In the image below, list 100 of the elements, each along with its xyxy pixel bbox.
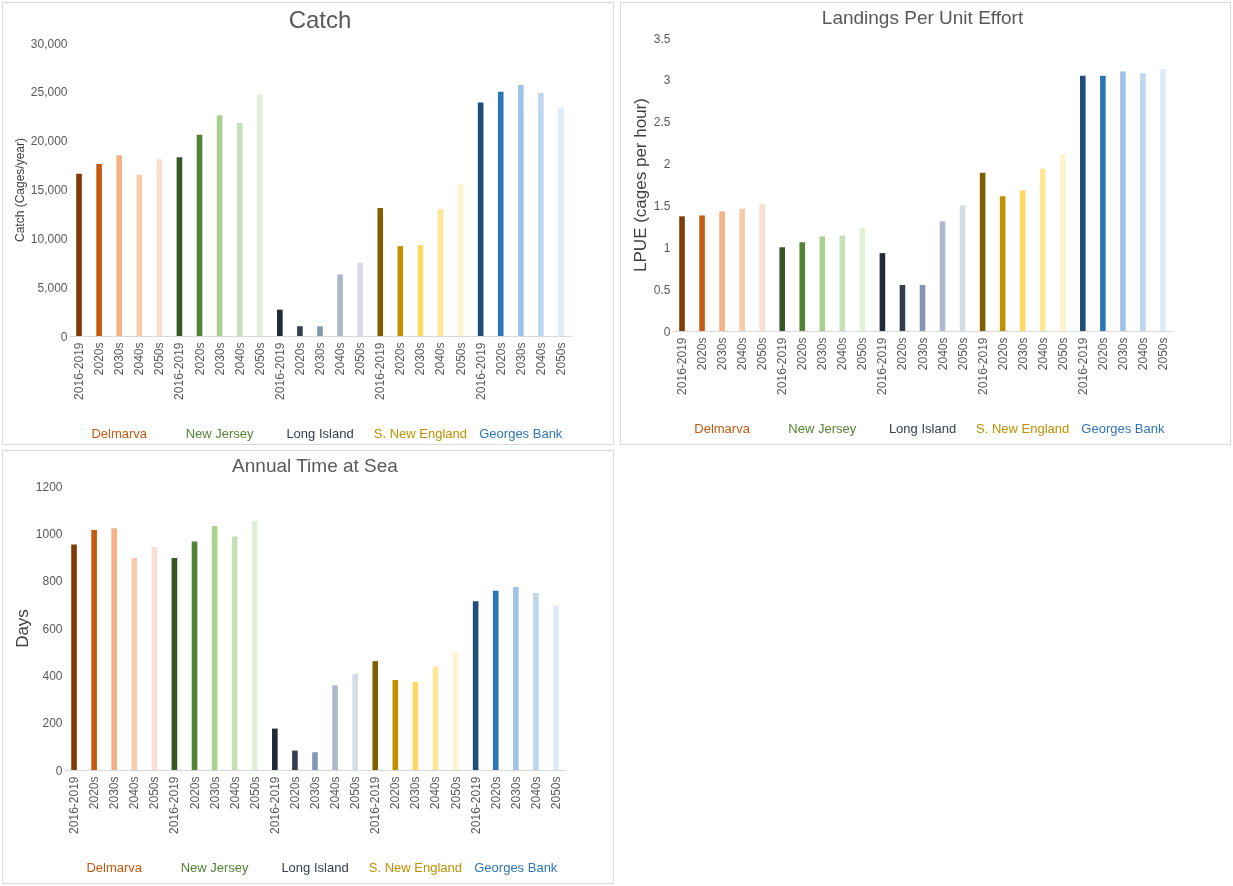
x-tick-label: 2040s	[1135, 337, 1150, 371]
x-tick-label: 2016-2019	[67, 776, 82, 834]
bar	[277, 309, 283, 336]
bar	[337, 274, 343, 336]
x-tick-label: 2030s	[513, 342, 528, 376]
x-tick-label: 2040s	[227, 776, 242, 810]
x-tick-label: 2040s	[232, 342, 247, 376]
bar	[719, 211, 725, 331]
bar	[553, 605, 559, 770]
x-tick-label: 2016-2019	[675, 337, 690, 395]
y-tick-label: 600	[42, 621, 63, 636]
bar	[1080, 75, 1086, 331]
text: Georges Bank	[1081, 421, 1165, 436]
bar	[558, 107, 564, 336]
y-tick-label: 1200	[35, 479, 63, 494]
x-tick-label: 2030s	[107, 776, 122, 810]
bar	[272, 728, 278, 770]
bar	[1140, 73, 1146, 331]
x-tick-label: 2030s	[1115, 337, 1130, 371]
x-tick-label: 2016-2019	[975, 337, 990, 395]
x-tick-label: 2020s	[488, 776, 503, 810]
x-tick-label: 2030s	[815, 337, 830, 371]
bar	[517, 85, 524, 336]
x-tick-label: 2030s	[308, 776, 322, 810]
x-tick-label: 2040s	[935, 337, 950, 371]
x-tick-label: 2016-2019	[875, 337, 890, 395]
bar	[538, 92, 544, 336]
bar	[1059, 154, 1066, 331]
text: New Jersey	[185, 426, 255, 441]
x-tick-label: 2040s	[835, 337, 850, 371]
y-tick-label: 1000	[35, 526, 63, 541]
chart-title: Landings Per Unit Effort	[821, 7, 1024, 28]
bar	[1120, 71, 1126, 331]
bar	[251, 520, 258, 770]
x-tick-label: 2050s	[247, 776, 262, 810]
x-tick-label: 2050s	[553, 342, 568, 376]
bar	[1160, 68, 1166, 331]
x-tick-label: 2020s	[493, 342, 508, 376]
x-tick-label: 2020s	[1095, 337, 1110, 371]
y-tick-label: 0	[663, 324, 671, 339]
x-tick-label: 2020s	[187, 776, 202, 810]
bar	[76, 173, 82, 336]
x-tick-label: 2030s	[313, 342, 327, 376]
bar	[1100, 75, 1106, 331]
bar	[819, 236, 826, 331]
bar	[679, 216, 685, 331]
x-tick-label: 2016-2019	[172, 342, 187, 400]
y-tick-label: 3.5	[653, 31, 671, 46]
x-tick-label: 2016-2019	[267, 776, 282, 834]
bar	[512, 587, 519, 770]
text: Delmarva	[86, 860, 143, 875]
x-tick-label: 2040s	[533, 342, 548, 376]
y-tick-label: 10,000	[30, 231, 68, 246]
x-tick-label: 2016-2019	[775, 337, 790, 395]
y-tick-label: 25,000	[30, 85, 68, 100]
x-tick-label: 2050s	[548, 776, 563, 810]
x-tick-label: 2030s	[112, 342, 127, 376]
x-tick-label: 2016-2019	[1075, 337, 1090, 395]
x-tick-label: 2020s	[895, 337, 910, 371]
y-tick-label: 5,000	[37, 280, 68, 295]
bar	[377, 208, 384, 336]
bar	[312, 752, 318, 770]
x-tick-label: 2040s	[132, 342, 147, 376]
chart-title: Catch	[288, 6, 352, 33]
text: S. New England	[368, 860, 463, 875]
x-tick-label: 2020s	[192, 342, 207, 376]
x-tick-label: 2040s	[528, 776, 543, 810]
x-tick-label: 2030s	[1015, 337, 1030, 371]
x-tick-label: 2050s	[252, 342, 267, 376]
y-tick-label: 0.5	[653, 282, 671, 297]
x-tick-label: 2050s	[755, 337, 770, 371]
text: New Jersey	[180, 860, 250, 875]
y-tick-label: 2.5	[653, 115, 671, 130]
x-tick-label: 2040s	[127, 776, 142, 810]
x-tick-label: 2016-2019	[167, 776, 182, 834]
x-tick-label: 2050s	[147, 776, 162, 810]
x-tick-label: 2016-2019	[72, 342, 87, 400]
bar	[492, 590, 499, 770]
y-tick-label: 1.5	[653, 198, 671, 213]
bar	[297, 326, 303, 336]
x-tick-label: 2016-2019	[272, 342, 287, 400]
x-tick-label: 2020s	[393, 342, 408, 376]
y-tick-label: 30,000	[30, 36, 68, 51]
x-tick-label: 2050s	[1155, 337, 1170, 371]
x-tick-label: 2040s	[333, 342, 348, 376]
x-tick-label: 2050s	[453, 342, 468, 376]
bar	[1019, 190, 1026, 331]
x-tick-label: 2050s	[955, 337, 970, 371]
x-tick-label: 2050s	[152, 342, 167, 376]
y-axis-title: Days	[12, 609, 32, 648]
y-tick-label: 0	[55, 763, 63, 778]
x-tick-label: 2020s	[795, 337, 810, 371]
bar	[779, 247, 786, 331]
x-tick-label: 2030s	[508, 776, 523, 810]
x-tick-label: 2050s	[353, 342, 368, 376]
text: Delmarva	[694, 421, 751, 436]
text: Delmarva	[91, 426, 148, 441]
y-axis-title: Catch (Cages/year)	[12, 137, 27, 243]
bar	[136, 174, 143, 336]
bar	[372, 661, 379, 770]
